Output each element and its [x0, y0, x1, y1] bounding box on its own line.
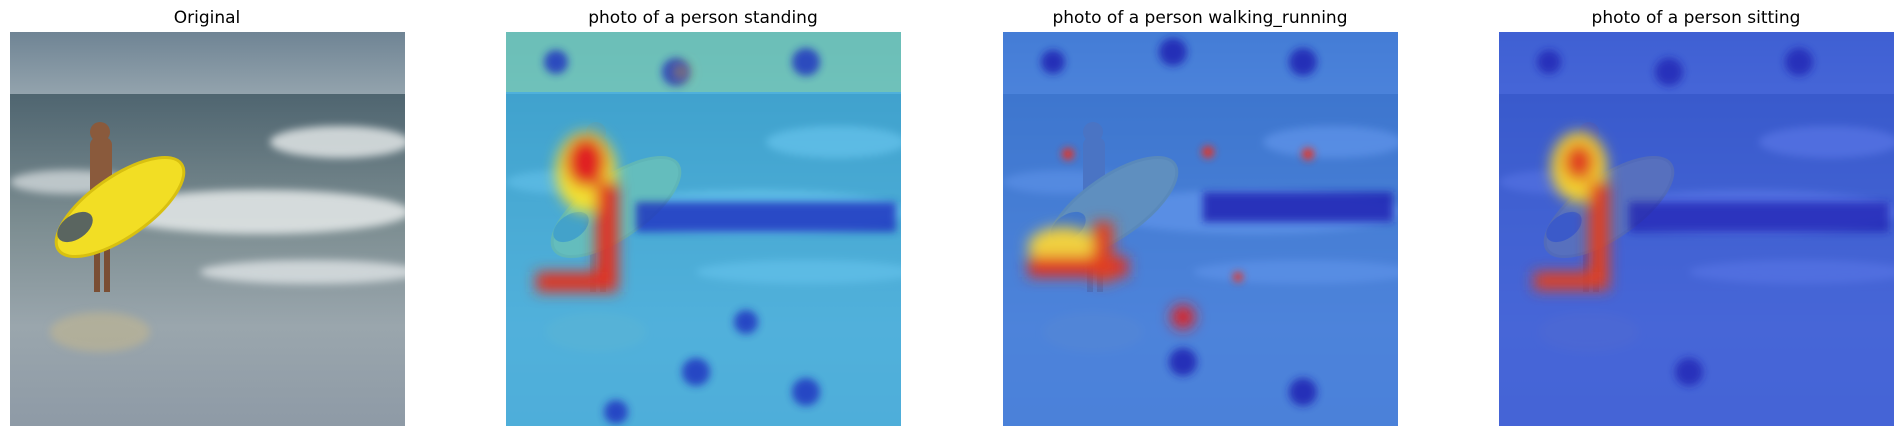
panel-title: photo of a person sitting: [1592, 8, 1801, 28]
original-image: [10, 32, 420, 426]
heatmap-standing: [506, 32, 901, 426]
panel-title: Original: [174, 8, 241, 28]
heatmap-sitting: [1499, 32, 1894, 426]
panel-title: photo of a person walking_running: [1052, 8, 1347, 28]
panel-title: photo of a person standing: [588, 8, 818, 28]
heatmap-walking-running: [1003, 32, 1398, 426]
